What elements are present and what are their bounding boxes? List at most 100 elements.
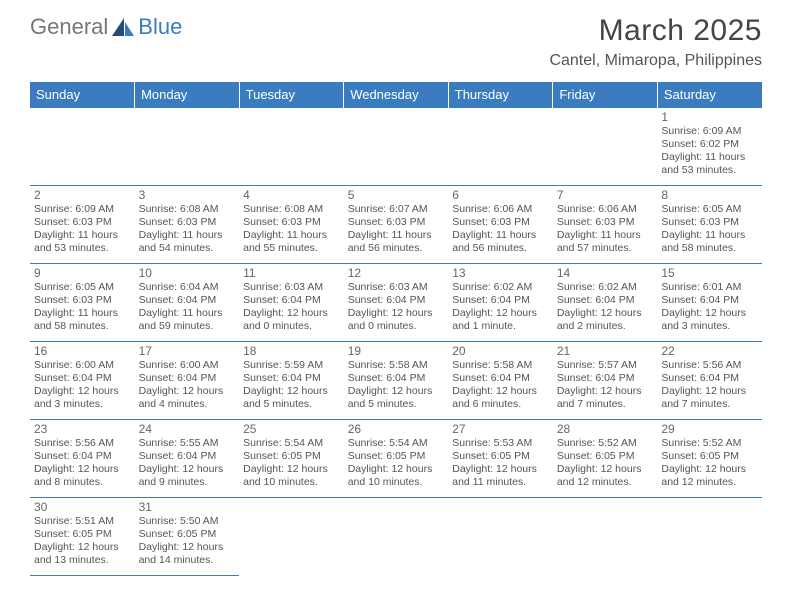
day-info: Sunrise: 6:03 AMSunset: 6:04 PMDaylight:… [348,281,445,334]
day-info: Sunrise: 5:54 AMSunset: 6:05 PMDaylight:… [243,437,340,490]
calendar-cell: 2Sunrise: 6:09 AMSunset: 6:03 PMDaylight… [30,186,135,264]
calendar-cell [657,498,762,576]
day-info: Sunrise: 5:57 AMSunset: 6:04 PMDaylight:… [557,359,654,412]
day-info: Sunrise: 5:52 AMSunset: 6:05 PMDaylight:… [557,437,654,490]
day-number: 6 [452,188,549,202]
calendar-cell: 16Sunrise: 6:00 AMSunset: 6:04 PMDayligh… [30,342,135,420]
day-number: 24 [139,422,236,436]
day-header: Saturday [657,82,762,108]
day-number: 21 [557,344,654,358]
calendar-cell [30,108,135,186]
calendar-cell: 8Sunrise: 6:05 AMSunset: 6:03 PMDaylight… [657,186,762,264]
day-info: Sunrise: 5:53 AMSunset: 6:05 PMDaylight:… [452,437,549,490]
calendar-cell: 10Sunrise: 6:04 AMSunset: 6:04 PMDayligh… [135,264,240,342]
day-number: 18 [243,344,340,358]
calendar-cell: 4Sunrise: 6:08 AMSunset: 6:03 PMDaylight… [239,186,344,264]
day-header: Thursday [448,82,553,108]
calendar-table: Sunday Monday Tuesday Wednesday Thursday… [30,82,762,576]
calendar-cell: 23Sunrise: 5:56 AMSunset: 6:04 PMDayligh… [30,420,135,498]
calendar-header-row: Sunday Monday Tuesday Wednesday Thursday… [30,82,762,108]
day-info: Sunrise: 5:52 AMSunset: 6:05 PMDaylight:… [661,437,758,490]
day-number: 31 [139,500,236,514]
day-number: 7 [557,188,654,202]
day-info: Sunrise: 6:06 AMSunset: 6:03 PMDaylight:… [557,203,654,256]
day-number: 4 [243,188,340,202]
page-title: March 2025 [549,14,762,48]
logo-text-gray: General [30,14,108,40]
calendar-cell: 20Sunrise: 5:58 AMSunset: 6:04 PMDayligh… [448,342,553,420]
calendar-cell: 15Sunrise: 6:01 AMSunset: 6:04 PMDayligh… [657,264,762,342]
calendar-cell: 12Sunrise: 6:03 AMSunset: 6:04 PMDayligh… [344,264,449,342]
day-info: Sunrise: 5:50 AMSunset: 6:05 PMDaylight:… [139,515,236,568]
logo-sail-icon [110,16,136,38]
day-info: Sunrise: 5:58 AMSunset: 6:04 PMDaylight:… [348,359,445,412]
day-info: Sunrise: 6:00 AMSunset: 6:04 PMDaylight:… [139,359,236,412]
day-number: 19 [348,344,445,358]
day-info: Sunrise: 5:55 AMSunset: 6:04 PMDaylight:… [139,437,236,490]
day-info: Sunrise: 5:59 AMSunset: 6:04 PMDaylight:… [243,359,340,412]
day-info: Sunrise: 6:05 AMSunset: 6:03 PMDaylight:… [661,203,758,256]
logo-text-blue: Blue [138,14,182,40]
calendar-cell [344,498,449,576]
day-header: Friday [553,82,658,108]
calendar-cell [135,108,240,186]
calendar-cell: 26Sunrise: 5:54 AMSunset: 6:05 PMDayligh… [344,420,449,498]
location-line: Cantel, Mimaropa, Philippines [549,52,762,70]
day-header: Tuesday [239,82,344,108]
calendar-cell: 7Sunrise: 6:06 AMSunset: 6:03 PMDaylight… [553,186,658,264]
calendar-cell: 1Sunrise: 6:09 AMSunset: 6:02 PMDaylight… [657,108,762,186]
calendar-cell: 28Sunrise: 5:52 AMSunset: 6:05 PMDayligh… [553,420,658,498]
day-number: 16 [34,344,131,358]
day-number: 30 [34,500,131,514]
calendar-cell: 9Sunrise: 6:05 AMSunset: 6:03 PMDaylight… [30,264,135,342]
day-info: Sunrise: 6:00 AMSunset: 6:04 PMDaylight:… [34,359,131,412]
day-number: 11 [243,266,340,280]
calendar-cell: 5Sunrise: 6:07 AMSunset: 6:03 PMDaylight… [344,186,449,264]
day-number: 22 [661,344,758,358]
day-number: 15 [661,266,758,280]
logo: General Blue [30,14,182,40]
calendar-cell: 19Sunrise: 5:58 AMSunset: 6:04 PMDayligh… [344,342,449,420]
day-number: 26 [348,422,445,436]
day-header: Sunday [30,82,135,108]
day-info: Sunrise: 5:51 AMSunset: 6:05 PMDaylight:… [34,515,131,568]
calendar-cell: 25Sunrise: 5:54 AMSunset: 6:05 PMDayligh… [239,420,344,498]
day-number: 8 [661,188,758,202]
day-info: Sunrise: 6:08 AMSunset: 6:03 PMDaylight:… [243,203,340,256]
day-number: 14 [557,266,654,280]
day-number: 9 [34,266,131,280]
day-info: Sunrise: 6:04 AMSunset: 6:04 PMDaylight:… [139,281,236,334]
day-number: 13 [452,266,549,280]
calendar-cell: 6Sunrise: 6:06 AMSunset: 6:03 PMDaylight… [448,186,553,264]
day-info: Sunrise: 5:54 AMSunset: 6:05 PMDaylight:… [348,437,445,490]
day-number: 17 [139,344,236,358]
day-number: 2 [34,188,131,202]
day-info: Sunrise: 6:08 AMSunset: 6:03 PMDaylight:… [139,203,236,256]
day-number: 1 [661,110,758,124]
calendar-cell [239,498,344,576]
day-number: 23 [34,422,131,436]
calendar-cell: 3Sunrise: 6:08 AMSunset: 6:03 PMDaylight… [135,186,240,264]
day-info: Sunrise: 6:05 AMSunset: 6:03 PMDaylight:… [34,281,131,334]
day-info: Sunrise: 6:01 AMSunset: 6:04 PMDaylight:… [661,281,758,334]
calendar-cell: 17Sunrise: 6:00 AMSunset: 6:04 PMDayligh… [135,342,240,420]
calendar-cell: 14Sunrise: 6:02 AMSunset: 6:04 PMDayligh… [553,264,658,342]
day-number: 29 [661,422,758,436]
day-info: Sunrise: 6:09 AMSunset: 6:03 PMDaylight:… [34,203,131,256]
day-info: Sunrise: 5:56 AMSunset: 6:04 PMDaylight:… [34,437,131,490]
calendar-cell: 22Sunrise: 5:56 AMSunset: 6:04 PMDayligh… [657,342,762,420]
day-number: 3 [139,188,236,202]
day-info: Sunrise: 6:02 AMSunset: 6:04 PMDaylight:… [452,281,549,334]
calendar-cell: 27Sunrise: 5:53 AMSunset: 6:05 PMDayligh… [448,420,553,498]
day-info: Sunrise: 5:58 AMSunset: 6:04 PMDaylight:… [452,359,549,412]
day-number: 27 [452,422,549,436]
calendar-cell [448,498,553,576]
day-number: 28 [557,422,654,436]
title-block: March 2025 Cantel, Mimaropa, Philippines [549,14,762,70]
day-number: 5 [348,188,445,202]
calendar-cell: 24Sunrise: 5:55 AMSunset: 6:04 PMDayligh… [135,420,240,498]
day-number: 10 [139,266,236,280]
day-info: Sunrise: 6:06 AMSunset: 6:03 PMDaylight:… [452,203,549,256]
calendar-cell [553,108,658,186]
calendar-cell [344,108,449,186]
